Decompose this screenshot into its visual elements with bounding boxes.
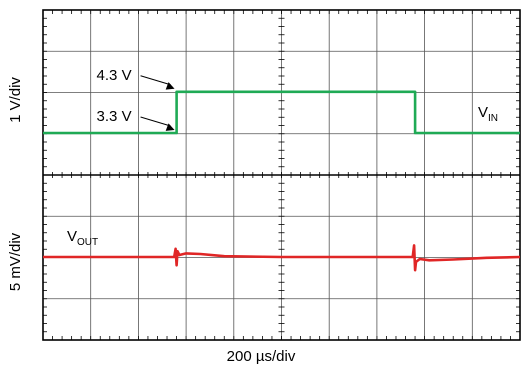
y-axis-label-vout: 5 mV/div <box>7 232 24 291</box>
annotation-arrow-head <box>165 123 175 131</box>
annotation-label: 4.3 V <box>97 67 132 84</box>
trace-vout <box>43 244 521 272</box>
series-label-vin-main: V <box>478 104 488 121</box>
grid-ticks <box>42 9 521 341</box>
annotation-arrow-line <box>140 116 171 127</box>
series-label-vin-sub: IN <box>488 113 498 124</box>
traces <box>43 90 521 272</box>
series-label-vout-sub: OUT <box>77 237 98 248</box>
annotation-arrow-line <box>140 75 171 86</box>
annotations: 4.3 V 3.3 V <box>97 67 175 131</box>
series-label-vout: VOUT <box>67 228 98 248</box>
annotation-label: 3.3 V <box>97 108 132 125</box>
series-label-vin: VIN <box>478 104 498 124</box>
trace-vin <box>43 90 520 135</box>
y-axis-label-vin: 1 V/div <box>7 77 24 123</box>
annotation-arrow-head <box>165 82 175 90</box>
x-axis-label: 200 µs/div <box>226 348 296 365</box>
series-label-vout-main: V <box>67 228 77 245</box>
